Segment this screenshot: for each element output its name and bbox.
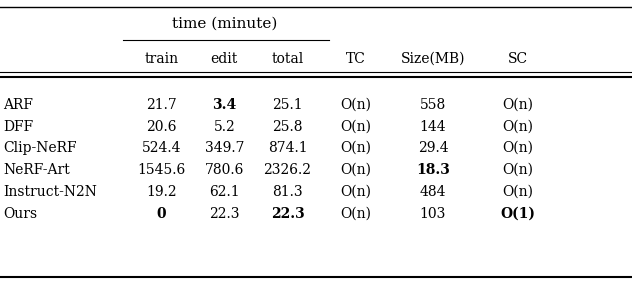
- Text: 62.1: 62.1: [209, 185, 240, 199]
- Text: 484: 484: [420, 185, 446, 199]
- Text: 20.6: 20.6: [146, 120, 176, 134]
- Text: O(n): O(n): [340, 98, 372, 112]
- Text: O(n): O(n): [340, 120, 372, 134]
- Text: 5.2: 5.2: [214, 120, 235, 134]
- Text: 18.3: 18.3: [416, 163, 450, 177]
- Text: O(1): O(1): [501, 207, 536, 221]
- Text: 103: 103: [420, 207, 446, 221]
- Text: O(n): O(n): [502, 163, 534, 177]
- Text: 874.1: 874.1: [268, 141, 307, 155]
- Text: ARF: ARF: [3, 98, 33, 112]
- Text: 19.2: 19.2: [146, 185, 176, 199]
- Text: 3.4: 3.4: [212, 98, 236, 112]
- Text: O(n): O(n): [340, 185, 372, 199]
- Text: 29.4: 29.4: [418, 141, 448, 155]
- Text: time (minute): time (minute): [172, 17, 277, 31]
- Text: Clip-NeRF: Clip-NeRF: [3, 141, 76, 155]
- Text: 2326.2: 2326.2: [264, 163, 312, 177]
- Text: Size(MB): Size(MB): [401, 52, 465, 66]
- Text: 25.8: 25.8: [272, 120, 303, 134]
- Text: 1545.6: 1545.6: [137, 163, 185, 177]
- Text: TC: TC: [346, 52, 366, 66]
- Text: Instruct-N2N: Instruct-N2N: [3, 185, 97, 199]
- Text: 780.6: 780.6: [205, 163, 244, 177]
- Text: 22.3: 22.3: [209, 207, 240, 221]
- Text: O(n): O(n): [502, 120, 534, 134]
- Text: 81.3: 81.3: [272, 185, 303, 199]
- Text: O(n): O(n): [340, 163, 372, 177]
- Text: 558: 558: [420, 98, 446, 112]
- Text: 144: 144: [420, 120, 446, 134]
- Text: O(n): O(n): [340, 141, 372, 155]
- Text: total: total: [271, 52, 304, 66]
- Text: 22.3: 22.3: [270, 207, 305, 221]
- Text: NeRF-Art: NeRF-Art: [3, 163, 70, 177]
- Text: 0: 0: [156, 207, 166, 221]
- Text: O(n): O(n): [502, 98, 534, 112]
- Text: edit: edit: [210, 52, 238, 66]
- Text: 524.4: 524.4: [142, 141, 181, 155]
- Text: 349.7: 349.7: [205, 141, 244, 155]
- Text: 25.1: 25.1: [272, 98, 303, 112]
- Text: O(n): O(n): [502, 141, 534, 155]
- Text: O(n): O(n): [502, 185, 534, 199]
- Text: DFF: DFF: [3, 120, 33, 134]
- Text: 21.7: 21.7: [146, 98, 176, 112]
- Text: train: train: [144, 52, 178, 66]
- Text: SC: SC: [508, 52, 528, 66]
- Text: O(n): O(n): [340, 207, 372, 221]
- Text: Ours: Ours: [3, 207, 37, 221]
